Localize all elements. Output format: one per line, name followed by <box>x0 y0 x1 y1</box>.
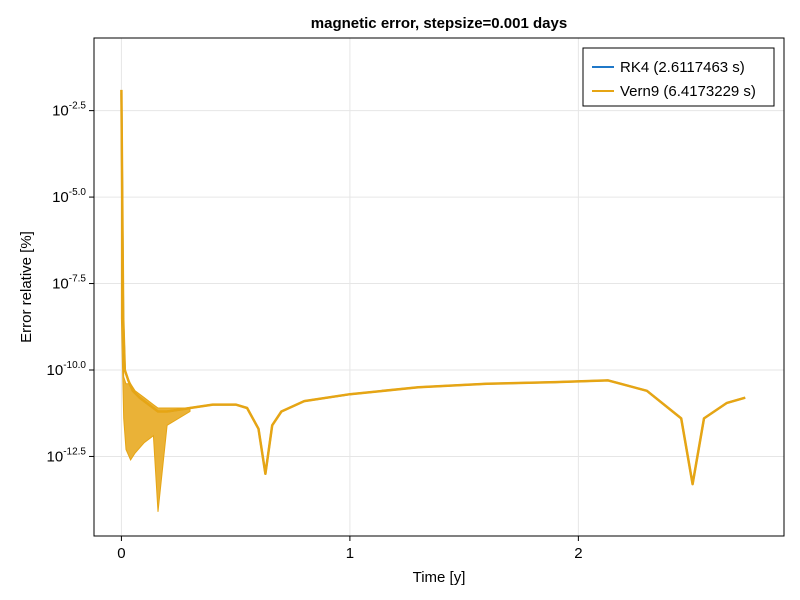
x-tick-label: 2 <box>574 545 582 562</box>
chart-title: magnetic error, stepsize=0.001 days <box>311 15 567 32</box>
x-tick-label: 1 <box>346 545 354 562</box>
legend-label-vern9: Vern9 (6.4173229 s) <box>620 83 756 100</box>
y-tick-label: 10-2.5 <box>52 101 86 120</box>
series-line-vern9 <box>120 89 746 486</box>
y-tick-label: 10-12.5 <box>47 446 87 465</box>
y-tick-label: 10-7.5 <box>52 274 86 293</box>
series-lines <box>120 89 746 486</box>
legend-label-rk4: RK4 (2.6117463 s) <box>620 59 745 76</box>
y-tick-label: 10-5.0 <box>52 187 86 206</box>
y-axis-label: Error relative [%] <box>18 231 35 343</box>
y-axis-ticks: 10-12.5 10-10.0 10-7.5 10-5.0 10-2.5 <box>47 101 94 465</box>
legend: RK4 (2.6117463 s) Vern9 (6.4173229 s) <box>582 47 775 107</box>
legend-box <box>582 47 775 107</box>
plot-frame <box>93 37 785 537</box>
x-axis-ticks: 0 1 2 <box>117 536 583 562</box>
y-tick-label: 10-10.0 <box>47 360 87 379</box>
x-axis-label: Time [y] <box>413 569 466 586</box>
x-tick-label: 0 <box>117 545 125 562</box>
